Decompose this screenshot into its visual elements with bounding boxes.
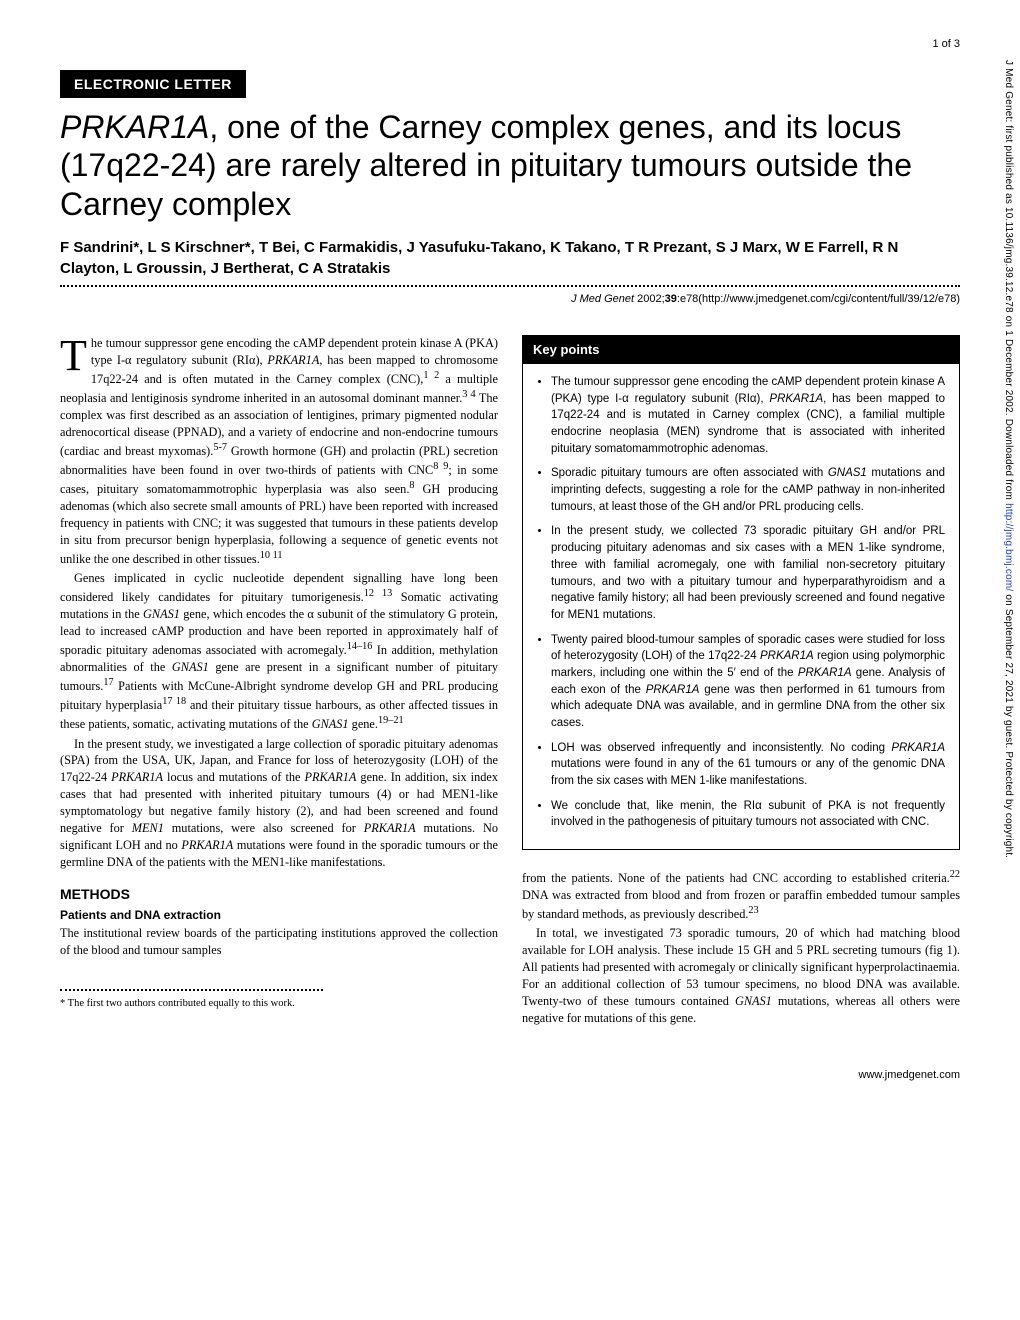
article-title: PRKAR1A, one of the Carney complex genes… [60,108,960,223]
key-points-body: The tumour suppressor gene encoding the … [523,364,959,849]
dropcap: T [60,335,91,374]
footnote-text: * The first two authors contributed equa… [60,997,498,1011]
methods-subheading: Patients and DNA extraction [60,907,498,924]
page-container: 1 of 3 ELECTRONIC LETTER PRKAR1A, one of… [0,0,1020,1121]
p1-text: he tumour suppressor gene encoding the c… [60,336,498,566]
key-point-item: Sporadic pituitary tumours are often ass… [551,465,945,515]
key-points-header: Key points [523,336,959,364]
methods-heading: METHODS [60,885,498,904]
right-column: Key points The tumour suppressor gene en… [522,335,960,1029]
side-copyright-text: J Med Genet: first published as 10.1136/… [1003,60,1014,1290]
footnote-separator [60,989,323,991]
key-points-list: The tumour suppressor gene encoding the … [537,374,945,831]
key-point-item: LOH was observed infrequently and incons… [551,740,945,790]
citation-line: J Med Genet 2002;39:e78(http://www.jmedg… [60,293,960,305]
footer-url: www.jmedgenet.com [60,1069,960,1081]
methods-paragraph-1: The institutional review boards of the p… [60,925,498,959]
section-badge: ELECTRONIC LETTER [60,70,246,98]
key-point-item: Twenty paired blood-tumour samples of sp… [551,632,945,732]
right-paragraph-2: In total, we investigated 73 sporadic tu… [522,925,960,1027]
intro-paragraph-2: Genes implicated in cyclic nucleotide de… [60,570,498,733]
key-points-box: Key points The tumour suppressor gene en… [522,335,960,850]
two-column-layout: The tumour suppressor gene encoding the … [60,335,960,1029]
divider-dotted [60,285,960,287]
intro-paragraph-3: In the present study, we investigated a … [60,736,498,872]
left-column: The tumour suppressor gene encoding the … [60,335,498,1029]
authors-line: F Sandrini*, L S Kirschner*, T Bei, C Fa… [60,237,960,279]
page-number: 1 of 3 [932,38,960,50]
right-paragraph-1: from the patients. None of the patients … [522,868,960,923]
key-point-item: The tumour suppressor gene encoding the … [551,374,945,457]
key-point-item: In the present study, we collected 73 sp… [551,523,945,623]
intro-paragraph-1: The tumour suppressor gene encoding the … [60,335,498,568]
key-point-item: We conclude that, like menin, the RIα su… [551,798,945,831]
